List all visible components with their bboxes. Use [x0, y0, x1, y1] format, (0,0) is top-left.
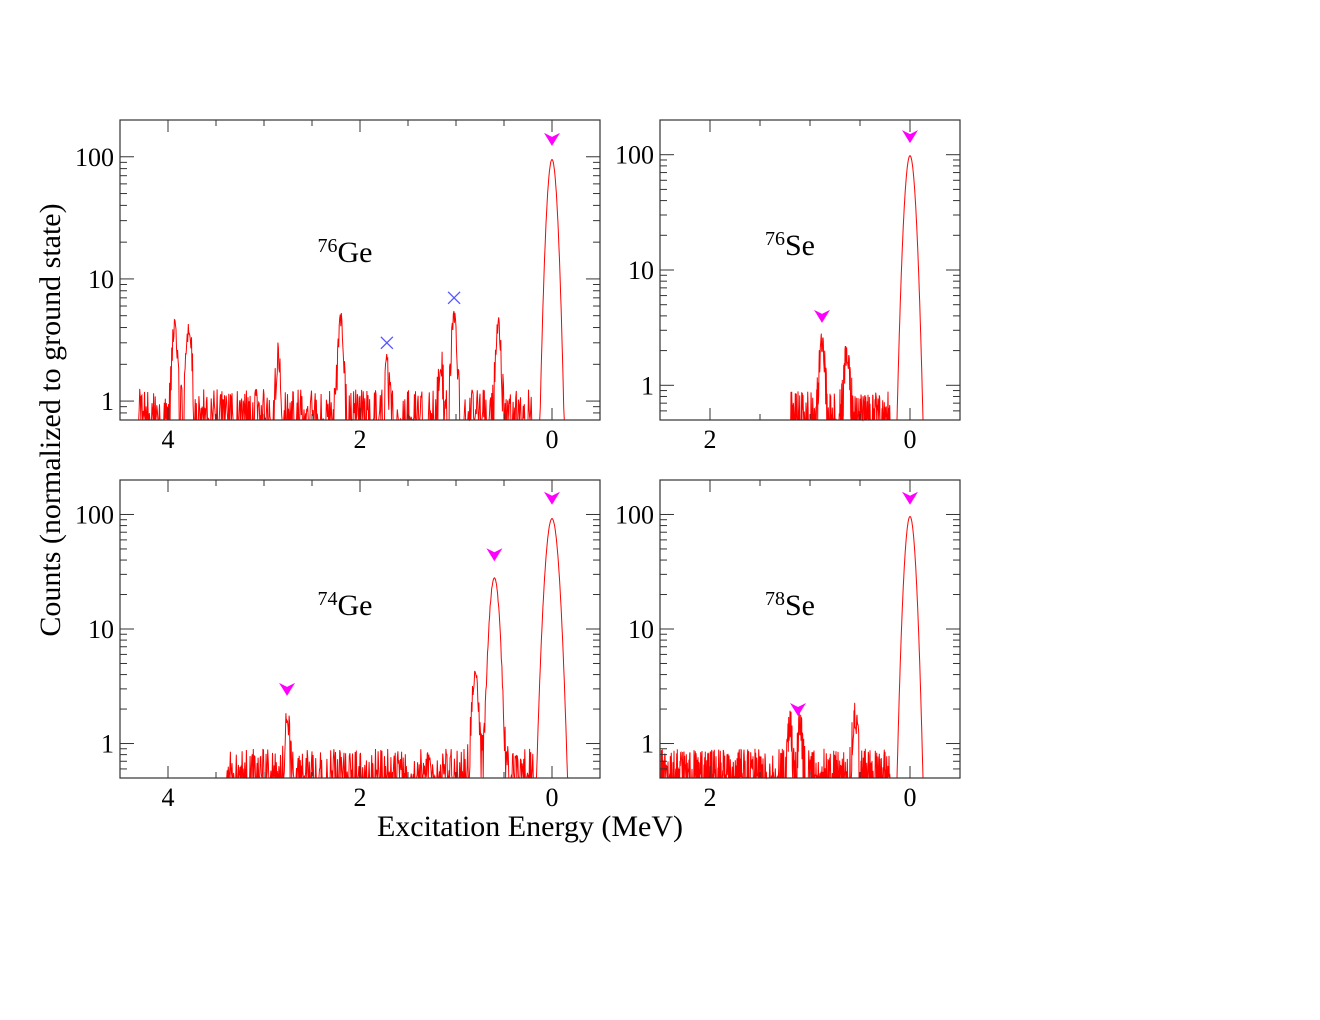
mass-number: 74	[318, 588, 338, 610]
cross-marker	[447, 291, 461, 305]
nucleus-label: 76Se	[765, 228, 815, 262]
peak-arrow-marker	[279, 682, 296, 696]
y-tick-label: 10	[628, 256, 654, 285]
panel-78-Se: 2 0 1 10 100 78Se	[615, 479, 961, 812]
x-tick-label: 4	[162, 783, 175, 812]
mass-number: 78	[765, 588, 785, 610]
peak-arrow-marker	[544, 132, 560, 146]
x-axis-title: Excitation Energy (MeV)	[377, 810, 683, 843]
y-tick-label: 10	[628, 615, 654, 644]
x-tick-label: 0	[904, 425, 917, 454]
element-symbol: Se	[785, 229, 815, 262]
plot-frame	[659, 119, 961, 421]
nucleus-label: 76Ge	[318, 235, 373, 269]
mass-number: 76	[765, 228, 785, 250]
spectrum-line	[760, 155, 935, 422]
element-symbol: Ge	[338, 589, 373, 622]
nucleus-label: 78Se	[765, 588, 815, 622]
y-tick-label: 100	[615, 500, 654, 529]
peak-arrow-marker	[814, 309, 830, 323]
element-symbol: Ge	[338, 236, 373, 269]
y-tick-label: 1	[101, 730, 114, 759]
y-tick-label: 100	[75, 500, 114, 529]
y-tick-label: 1	[641, 730, 654, 759]
peak-arrow-marker	[902, 130, 918, 144]
plot-frame	[659, 479, 961, 779]
spectrum-line	[197, 518, 576, 780]
y-tick-label: 100	[615, 141, 654, 170]
x-tick-label: 2	[704, 783, 717, 812]
spectrum-line	[120, 158, 576, 422]
y-tick-label: 10	[88, 615, 114, 644]
cross-marker	[380, 336, 394, 350]
x-tick-label: 0	[546, 783, 559, 812]
spectrum-line	[660, 515, 935, 780]
x-tick-label: 2	[354, 783, 367, 812]
panel-76-Ge: 4 2 0 1 10 100 76Ge	[75, 119, 601, 454]
peak-arrow-marker	[902, 491, 918, 505]
y-tick-label: 1	[101, 387, 114, 416]
y-tick-label: 100	[75, 143, 114, 172]
x-tick-label: 0	[904, 783, 917, 812]
peak-arrow-marker	[544, 491, 560, 505]
nucleus-label: 74Ge	[318, 588, 373, 622]
y-tick-label: 1	[641, 371, 654, 400]
x-tick-label: 4	[162, 425, 175, 454]
panel-76-Se: 2 0 1 10 100 76Se	[615, 119, 961, 454]
x-tick-label: 0	[546, 425, 559, 454]
y-tick-label: 10	[88, 265, 114, 294]
element-symbol: Se	[785, 589, 815, 622]
peak-arrow-marker	[486, 548, 503, 562]
panel-74-Ge: 4 2 0 1 10 100 74Ge	[75, 479, 601, 812]
x-tick-label: 2	[704, 425, 717, 454]
y-axis-title: Counts (normalized to ground state)	[34, 203, 67, 636]
plot-frame	[119, 479, 601, 779]
mass-number: 76	[318, 235, 338, 257]
plot-frame	[119, 119, 601, 421]
peak-arrow-marker	[790, 703, 806, 717]
x-tick-label: 2	[354, 425, 367, 454]
